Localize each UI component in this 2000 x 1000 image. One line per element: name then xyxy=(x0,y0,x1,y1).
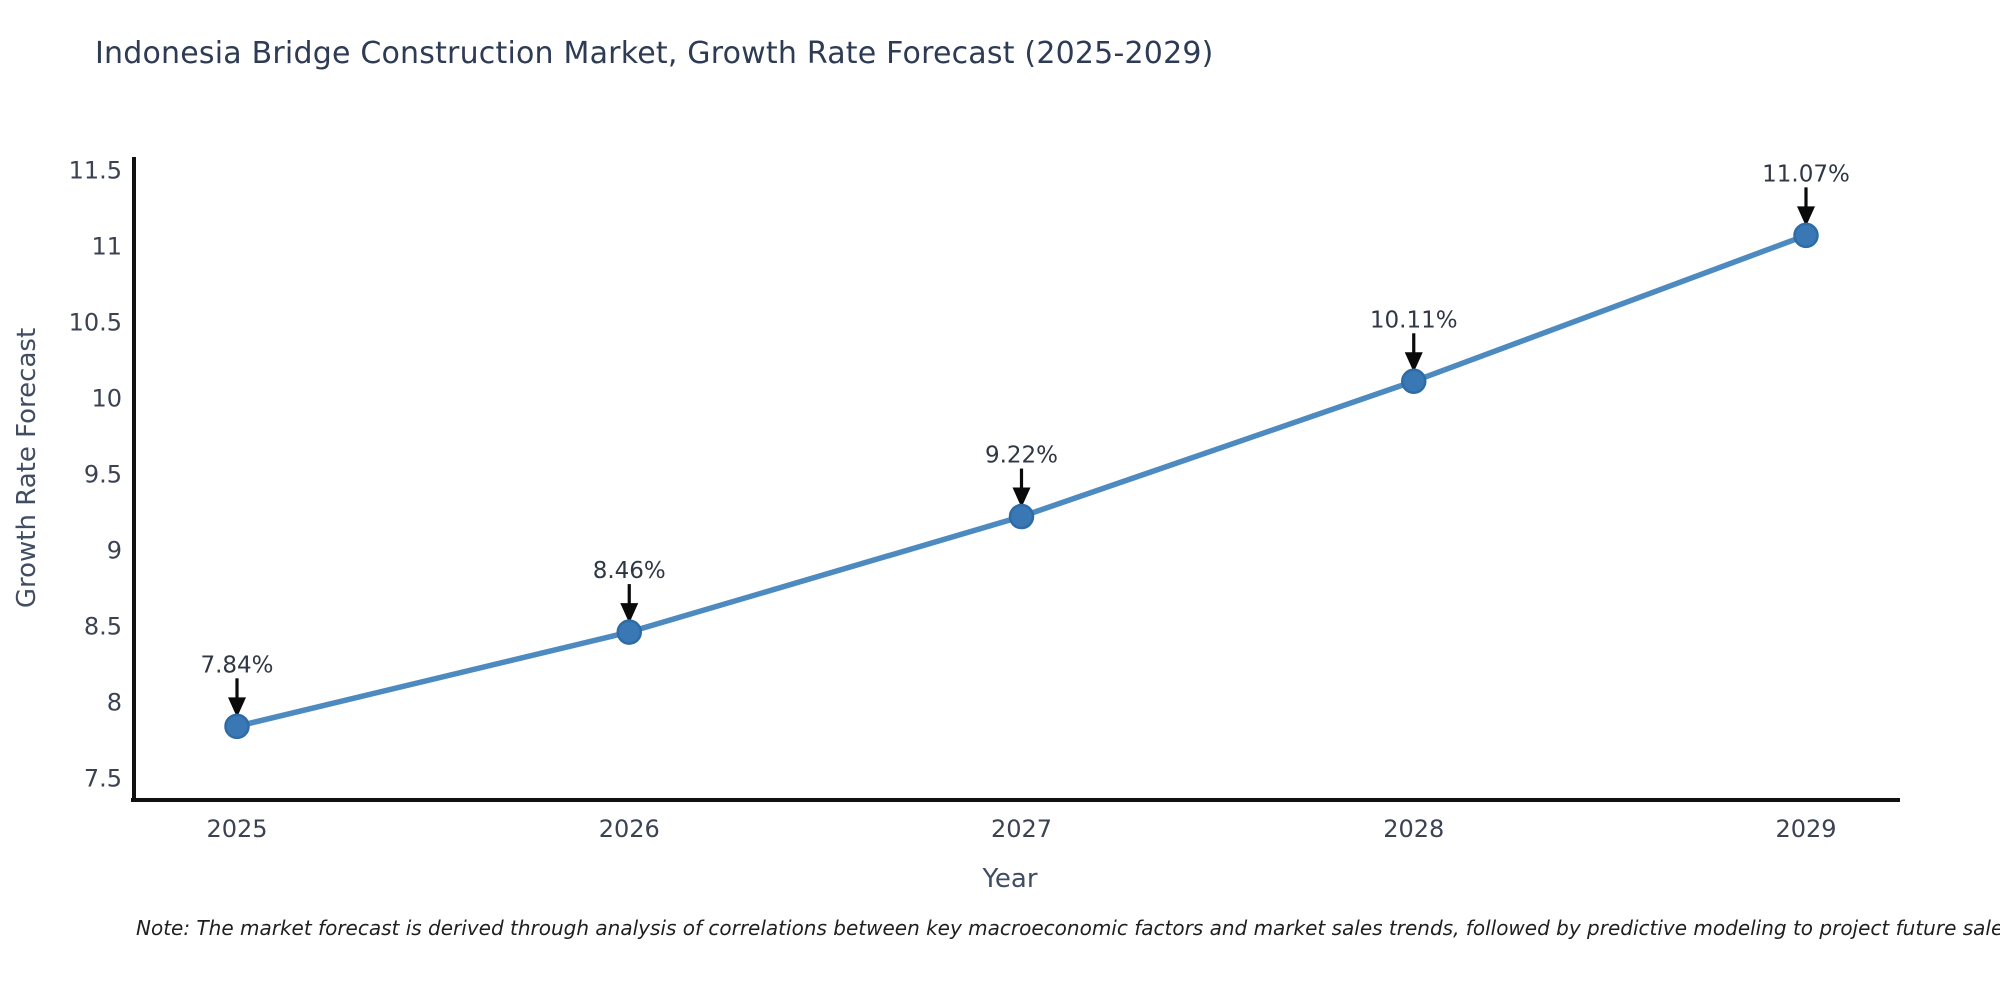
y-tick-label-7.5: 7.5 xyxy=(84,764,122,792)
annotation-arrowhead-2028 xyxy=(1404,352,1423,373)
annotation-arrowhead-2027 xyxy=(1012,487,1031,508)
annotation-label-2026: 8.46% xyxy=(593,558,666,584)
x-axis-title: Year xyxy=(981,864,1037,894)
y-tick-label-9.5: 9.5 xyxy=(84,460,122,488)
chart-title: Indonesia Bridge Construction Market, Gr… xyxy=(95,36,1214,71)
annotation-arrowhead-2029 xyxy=(1797,206,1815,227)
data-point-2027 xyxy=(1008,503,1035,530)
data-point-2026 xyxy=(616,619,642,645)
y-axis-title: Growth Rate Forecast xyxy=(12,328,42,608)
x-tick-label-2026: 2026 xyxy=(599,815,660,843)
data-point-2029 xyxy=(1793,222,1819,249)
y-tick-label-8.5: 8.5 xyxy=(84,612,122,640)
data-point-2025 xyxy=(224,713,250,740)
annotation-arrowhead-2025 xyxy=(228,697,246,718)
x-tick-label-2029: 2029 xyxy=(1775,815,1836,843)
y-tick-label-11: 11 xyxy=(91,232,122,260)
y-tick-label-9: 9 xyxy=(107,536,122,564)
y-tick-label-10.5: 10.5 xyxy=(69,308,122,336)
x-tick-label-2027: 2027 xyxy=(991,815,1052,843)
y-tick-label-11.5: 11.5 xyxy=(69,156,122,184)
y-tick-label-10: 10 xyxy=(91,384,122,412)
annotation-label-2025: 7.84% xyxy=(200,652,273,678)
y-tick-label-8: 8 xyxy=(107,688,122,716)
annotation-label-2028: 10.11% xyxy=(1370,307,1458,333)
x-tick-label-2025: 2025 xyxy=(206,815,267,843)
data-point-2028 xyxy=(1401,368,1427,395)
annotation-arrowhead-2026 xyxy=(620,603,639,624)
x-tick-label-2028: 2028 xyxy=(1383,815,1444,843)
annotation-label-2027: 9.22% xyxy=(985,443,1058,469)
annotation-label-2029: 11.07% xyxy=(1762,161,1850,187)
footnote: Note: The market forecast is derived thr… xyxy=(136,916,2000,940)
